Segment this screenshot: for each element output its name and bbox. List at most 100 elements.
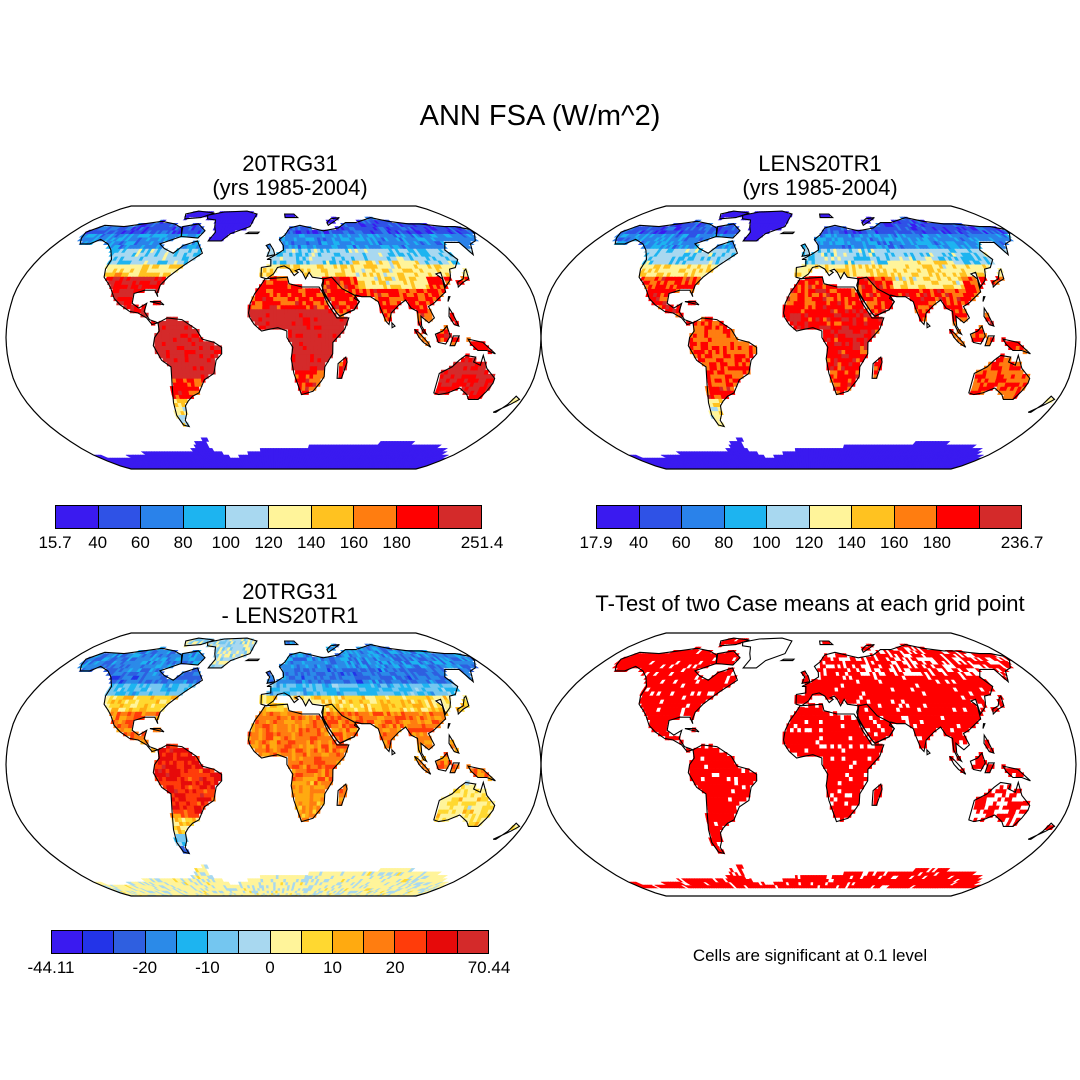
coastline-sulawesi (449, 762, 461, 774)
coastline-northamerica (614, 220, 739, 326)
colorbar-swatch (396, 506, 440, 528)
colorbar-swatch (354, 506, 397, 528)
colorbar-tick-label: 180 (382, 533, 411, 552)
coastline-uk (265, 670, 276, 685)
colorbar-tick-label: 160 (880, 533, 909, 552)
panel1-colorbar: 15.7 40 60 80 100 120 140 160 180 251.4 (38, 505, 503, 565)
coastline-cuba (684, 301, 700, 306)
colorbar-swatch (56, 506, 99, 528)
panel2-map (540, 205, 1077, 470)
colorbar-tick-label: 100 (211, 533, 240, 552)
coastline-newguinea (1002, 338, 1031, 355)
coastline-japan (992, 268, 1005, 289)
coastline-iceland (244, 231, 261, 235)
coastline-svalbard (283, 640, 300, 646)
colorbar-swatch (270, 931, 302, 953)
panel4-title: T-Test of two Case means at each grid po… (540, 592, 1080, 616)
panel2-colorbar-ticks: 17.9 40 60 80 100 120 140 160 180 236.7 (579, 529, 1043, 559)
significance-note: Cells are significant at 0.1 level (692, 946, 928, 965)
coastline-arabia (856, 276, 895, 317)
colorbar-tick-label: 15.7 (38, 533, 72, 552)
colorbar-tick-label: 60 (671, 533, 691, 552)
panel3-colorbar-ticks: -44.11 -20 -10 0 10 20 70.44 (28, 954, 511, 984)
colorbar-tick-label: 0 (265, 958, 275, 977)
coastline-philippines (983, 733, 995, 755)
colorbar-swatch (226, 506, 269, 528)
coastline-iceland (244, 658, 261, 662)
colorbar-swatch (767, 506, 810, 528)
coastline-sumatra (949, 755, 967, 775)
coastline-newzealand (1027, 395, 1056, 413)
panel3-title-line1: 20TRG31 (242, 579, 338, 604)
colorbar-swatch (682, 506, 725, 528)
coastline-uk (800, 243, 811, 258)
coastline-southamerica (152, 744, 223, 855)
colorbar-tick-label: 80 (714, 533, 734, 552)
coastline-southamerica (687, 317, 758, 428)
colorbar-swatch (457, 931, 489, 953)
coastline-baffin (715, 223, 741, 239)
coastline-sulawesi (984, 335, 996, 347)
colorbar-tick-label: 80 (173, 533, 193, 552)
coastline-novayazemlya (861, 644, 875, 654)
colorbar-swatch (83, 931, 115, 953)
colorbar-swatch (141, 506, 184, 528)
panel2-title-line2: (yrs 1985-2004) (742, 175, 898, 200)
colorbar-swatch (176, 931, 209, 953)
colorbar-tick-label: -10 (195, 958, 220, 977)
coastline-greenland (206, 637, 258, 669)
colorbar-swatch (268, 506, 312, 528)
coastline-borneo (434, 752, 451, 772)
map-border (540, 205, 1077, 470)
coastline-srilanka (926, 321, 931, 329)
colorbar-swatch (852, 506, 895, 528)
colorbar-tick-label: 180 (922, 533, 951, 552)
coastline-japan (457, 695, 470, 716)
colorbar-swatch (426, 931, 458, 953)
coastline-ellesmere (184, 210, 215, 220)
colorbar-swatch (937, 506, 980, 528)
coastline-northamerica (79, 647, 204, 753)
coastline-australia (968, 353, 1031, 400)
coastline-sumatra (414, 755, 432, 775)
colorbar-swatch (724, 506, 767, 528)
coastline-japan (992, 695, 1005, 716)
coastline-svalbard (818, 213, 835, 219)
colorbar-tick-label: 100 (752, 533, 781, 552)
coastline-africa (782, 703, 885, 823)
figure-title: ANN FSA (W/m^2) (419, 100, 661, 132)
panel4-title-line1: T-Test of two Case means at each grid po… (595, 591, 1025, 616)
colorbar-tick-label: 140 (837, 533, 866, 552)
coastline-baffin (180, 223, 206, 239)
colorbar-swatch (597, 506, 640, 528)
coastline-africa (782, 276, 885, 396)
colorbar-swatch (439, 506, 481, 528)
colorbar-tick-label: 236.7 (1000, 533, 1044, 552)
colorbar-swatch (114, 931, 146, 953)
panel2-colorbar: 17.9 40 60 80 100 120 140 160 180 236.7 (579, 505, 1043, 565)
coastline-novayazemlya (326, 644, 340, 654)
coastline-southamerica (687, 744, 758, 855)
coastline-sumatra (414, 328, 432, 348)
coastline-borneo (969, 752, 986, 772)
coastline-madagascar (336, 356, 348, 379)
coastline-newzealand (492, 395, 521, 413)
colorbar-tick-label: 60 (130, 533, 150, 552)
coastline-africa (247, 276, 350, 396)
coastline-uk (800, 670, 811, 685)
map-border (540, 632, 1077, 897)
colorbar-tick-label: 20 (385, 958, 405, 977)
panel1-colorbar-swatches (55, 505, 482, 529)
coastline-newguinea (467, 338, 496, 355)
map-field (76, 210, 521, 469)
coastline-taiwan (447, 296, 451, 302)
coastline-cuba (149, 728, 165, 733)
colorbar-swatch (98, 506, 142, 528)
coastline-arabia (321, 276, 360, 317)
panel1-title-line2: (yrs 1985-2004) (212, 175, 368, 200)
coastline-philippines (448, 733, 460, 755)
coastline-greenland (741, 637, 793, 669)
colorbar-swatch (395, 931, 427, 953)
coastline-srilanka (391, 748, 396, 756)
panel2-title: LENS20TR1 (yrs 1985-2004) (680, 152, 960, 200)
